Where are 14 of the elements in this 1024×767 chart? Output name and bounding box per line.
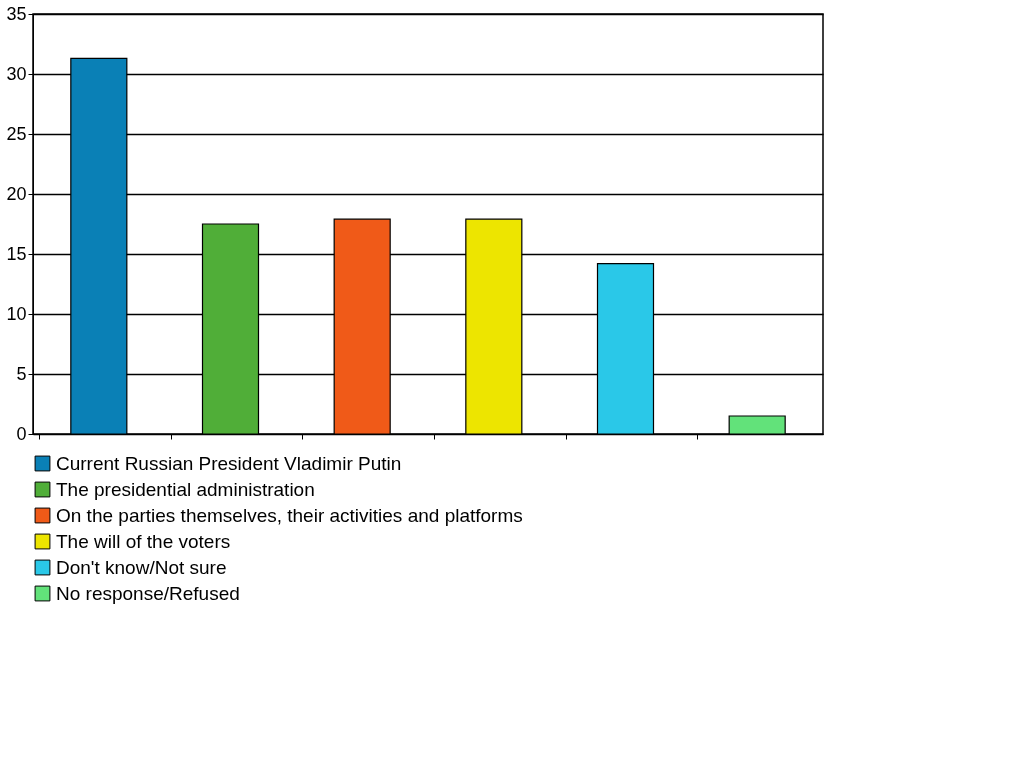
legend-label: The presidential administration (56, 478, 315, 500)
y-tick-label: 15 (6, 243, 27, 264)
legend-label: The will of the voters (56, 530, 231, 552)
y-tick-label: 5 (16, 363, 27, 384)
y-tick-label: 20 (6, 183, 27, 204)
y-tick-label: 25 (6, 123, 27, 144)
y-tick-label: 10 (6, 303, 27, 324)
legend-label: No response/Refused (56, 582, 240, 604)
legend-label: Don't know/Not sure (56, 556, 227, 578)
legend-label: On the parties themselves, their activities and platforms (56, 504, 523, 526)
y-tick-label: 35 (6, 3, 27, 24)
y-tick-label: 30 (6, 63, 27, 84)
y-tick-label: 0 (16, 423, 27, 444)
legend-label: Current Russian President Vladimir Putin (56, 452, 402, 474)
